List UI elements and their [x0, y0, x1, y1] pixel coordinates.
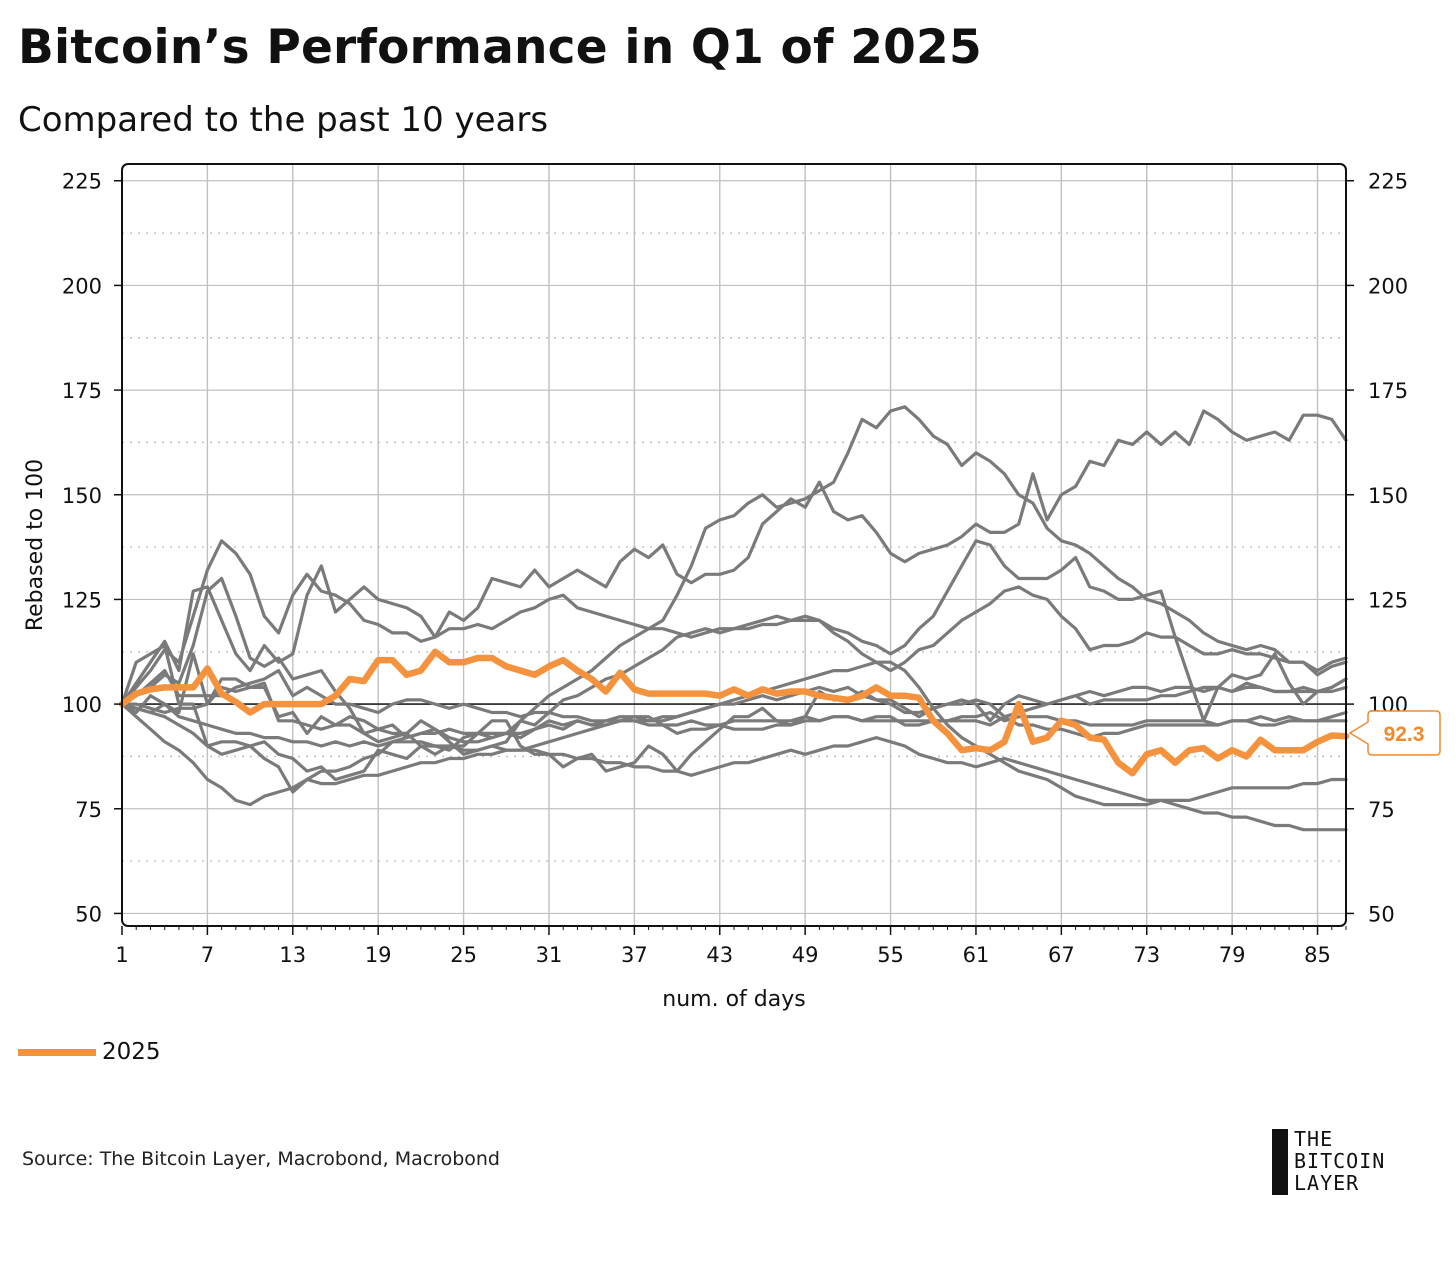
y-tick-label-right: 175	[1368, 379, 1408, 403]
source-note: Source: The Bitcoin Layer, Macrobond, Ma…	[22, 1148, 500, 1170]
legend: 2025	[18, 1036, 161, 1068]
x-tick-label: 49	[792, 943, 819, 967]
history-series-line-1	[120, 652, 1348, 773]
logo-line-3: LAYER	[1294, 1171, 1360, 1195]
history-series-line-5	[120, 409, 1348, 706]
history-series-line-10	[120, 702, 1348, 832]
y-tick-label-left: 100	[62, 693, 102, 717]
highlight-layer	[118, 648, 1350, 777]
history-series-line-3	[120, 681, 1348, 740]
x-tick-label: 25	[450, 943, 477, 967]
y-tick-label-left: 150	[62, 484, 102, 508]
x-tick-label: 73	[1133, 943, 1160, 967]
x-tick-label: 1	[115, 943, 128, 967]
y-tick-label-right: 125	[1368, 588, 1408, 612]
series-layer	[120, 405, 1348, 832]
y-tick-label-left: 50	[75, 902, 102, 926]
y-tick-label-left: 125	[62, 588, 102, 612]
y-tick-label-right: 50	[1368, 902, 1395, 926]
x-axis-label: num. of days	[662, 987, 805, 1012]
series-line-2025	[118, 648, 1350, 777]
logo-line-2: BITCOIN	[1294, 1149, 1386, 1173]
callout-box	[1348, 710, 1441, 756]
x-tick-label: 37	[621, 943, 648, 967]
y-tick-label-left: 200	[62, 274, 102, 298]
legend-label-2025: 2025	[102, 1039, 161, 1065]
x-tick-label: 79	[1219, 943, 1246, 967]
x-tick-label: 13	[279, 943, 306, 967]
plot-frame	[121, 163, 1347, 927]
brand-logo: THE BITCOIN LAYER	[1272, 1127, 1442, 1197]
y-tick-label-right: 200	[1368, 274, 1408, 298]
y-tick-label-right: 150	[1368, 484, 1408, 508]
x-tick-label: 31	[536, 943, 563, 967]
y-tick-label-right: 75	[1368, 798, 1395, 822]
history-series-line-7	[120, 539, 1348, 706]
y-axis-label: Rebased to 100	[23, 459, 48, 631]
logo-line-1: THE	[1294, 1127, 1334, 1151]
x-tick-label: 67	[1048, 943, 1075, 967]
y-tick-label-left: 225	[62, 170, 102, 194]
x-tick-label: 55	[877, 943, 904, 967]
legend-swatch-2025	[18, 1048, 96, 1056]
history-series-line-8	[120, 405, 1348, 794]
ticks-layer: 1 7 13 19 25 31 37 43 49 55 61 67 73 79 85 50 75 100 125 15…	[62, 170, 1408, 967]
y-tick-label-right: 225	[1368, 170, 1408, 194]
history-series-line-9	[120, 660, 1348, 807]
chart-title: Bitcoin’s Performance in Q1 of 2025	[18, 20, 982, 75]
history-series-line-2	[120, 643, 1348, 782]
x-tick-label: 61	[963, 943, 990, 967]
gridlines	[122, 164, 1346, 926]
x-tick-label: 7	[201, 943, 214, 967]
y-tick-label-left: 175	[62, 379, 102, 403]
chart-subtitle: Compared to the past 10 years	[18, 100, 549, 140]
value-callout: 92.3	[1348, 710, 1441, 756]
x-tick-label: 43	[706, 943, 733, 967]
logo-bar	[1272, 1129, 1288, 1195]
x-tick-label: 19	[365, 943, 392, 967]
callout-value: 92.3	[1384, 723, 1425, 746]
x-tick-label: 85	[1304, 943, 1331, 967]
y-tick-label-left: 75	[75, 798, 102, 822]
